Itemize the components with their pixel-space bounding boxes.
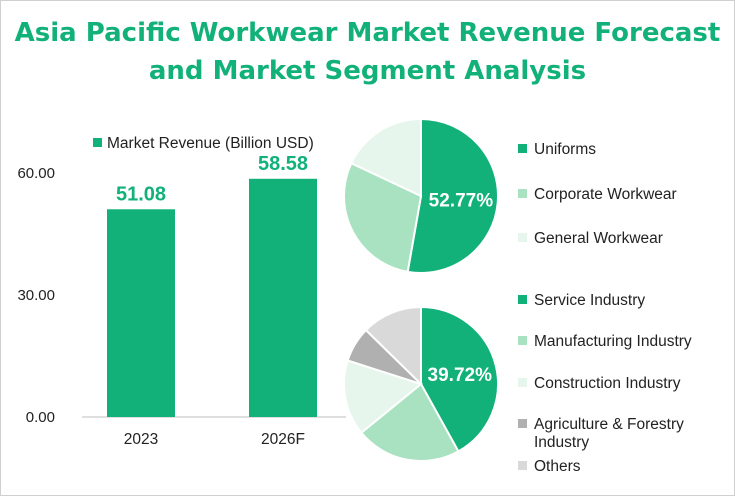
chart-title: Asia Pacific Workwear Market Revenue For… (0, 14, 735, 90)
pie-products-percent-label: 52.77% (429, 190, 494, 211)
bar-2026f (249, 178, 317, 417)
pie-industries-slice-others (364, 305, 422, 387)
industries-legend-label: Service Industry (534, 292, 646, 309)
products-legend-item: Corporate Workwear (518, 186, 677, 204)
data-label-2026f: 58.58 (258, 153, 308, 175)
products-legend-item: Uniforms (518, 141, 596, 159)
industries-legend-swatch (518, 378, 527, 387)
pie-products-slice-general-workwear (349, 117, 422, 198)
y-tick-label: 30.00 (17, 287, 55, 304)
y-tick-label: 0.00 (26, 409, 55, 426)
bar-2023 (107, 209, 175, 417)
x-tick-label-2023: 2023 (124, 431, 158, 448)
pie-products-slice-uniforms (406, 117, 499, 274)
pie-industries-slice-service-industry (420, 305, 499, 453)
industries-legend-swatch (518, 295, 527, 304)
title-line-1: Asia Pacific Workwear Market Revenue For… (14, 18, 721, 48)
title-line-2: and Market Segment Analysis (148, 56, 587, 86)
industries-legend-label: Industry (534, 434, 590, 451)
pie-industries-slice-manufacturing-industry (359, 382, 460, 462)
industries-legend-label: Others (534, 458, 581, 475)
data-label-2023: 51.08 (116, 183, 166, 205)
pie-industries-percent-label: 39.72% (428, 365, 493, 386)
industries-legend-swatch (518, 461, 527, 470)
industries-legend-item: Construction Industry (518, 375, 680, 393)
industries-legend-item: Manufacturing Industry (518, 333, 692, 351)
products-legend-swatch (518, 189, 527, 198)
products-legend-swatch (518, 233, 527, 242)
industries-legend-item: Service Industry (518, 292, 645, 310)
industries-legend-item: Others (518, 458, 581, 476)
industries-legend-label: Manufacturing Industry (534, 333, 692, 350)
pie-products-slice-corporate-workwear (343, 161, 423, 273)
industries-legend-label: Agriculture & Forestry (534, 416, 684, 433)
legend-label-revenue: Market Revenue (Billion USD) (107, 135, 314, 152)
industries-legend-label: Construction Industry (534, 375, 681, 392)
products-legend-swatch (518, 144, 527, 153)
products-legend-item: General Workwear (518, 230, 663, 248)
legend-swatch-revenue (93, 138, 102, 147)
products-legend-label: General Workwear (534, 230, 663, 247)
y-tick-label: 60.00 (17, 165, 55, 182)
x-tick-label-2026f: 2026F (261, 431, 305, 448)
industries-legend-item: Agriculture & Forestry Industry (518, 416, 684, 452)
products-legend-label: Corporate Workwear (534, 186, 677, 203)
industries-legend-swatch (518, 419, 527, 428)
industries-legend-swatch (518, 336, 527, 345)
products-legend-label: Uniforms (534, 141, 597, 158)
